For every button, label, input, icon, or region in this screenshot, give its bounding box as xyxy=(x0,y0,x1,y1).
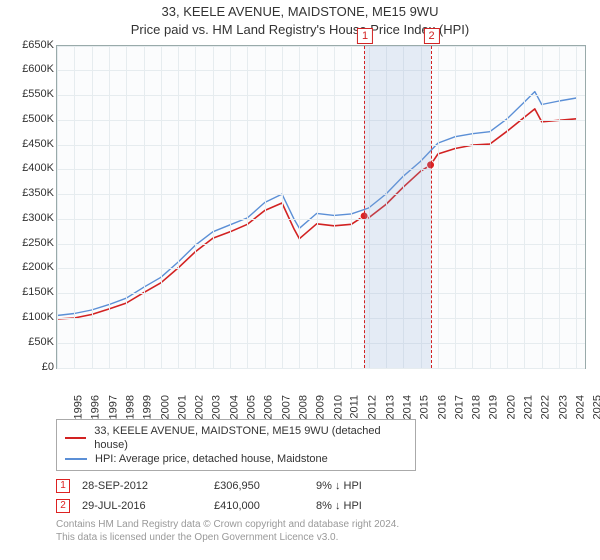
legend-label: HPI: Average price, detached house, Maid… xyxy=(95,452,328,466)
plot-area: 12 xyxy=(56,45,586,369)
x-tick-label: 2003 xyxy=(211,395,223,419)
y-tick-label: £550K xyxy=(22,88,54,100)
y-tick-label: £500K xyxy=(22,113,54,125)
legend-item: HPI: Average price, detached house, Maid… xyxy=(65,452,407,466)
x-tick-label: 2021 xyxy=(523,395,535,419)
x-tick-label: 2007 xyxy=(280,395,292,419)
transaction-price: £410,000 xyxy=(214,497,304,515)
y-tick-label: £0 xyxy=(42,361,54,373)
transaction-row: 2 29-JUL-2016 £410,000 8% ↓ HPI xyxy=(56,497,588,515)
x-tick-label: 2015 xyxy=(419,395,431,419)
legend: 33, KEELE AVENUE, MAIDSTONE, ME15 9WU (d… xyxy=(56,419,416,472)
x-tick-label: 2014 xyxy=(401,395,413,419)
x-tick-label: 2016 xyxy=(436,395,448,419)
x-tick-label: 2025 xyxy=(592,395,600,419)
x-tick-label: 2000 xyxy=(159,395,171,419)
x-tick-label: 2018 xyxy=(471,395,483,419)
y-tick-label: £50K xyxy=(28,336,54,348)
x-tick-label: 2013 xyxy=(384,395,396,419)
series-marker xyxy=(427,160,435,168)
legend-swatch xyxy=(65,458,87,460)
x-tick-label: 2024 xyxy=(575,395,587,419)
x-tick-label: 2008 xyxy=(298,395,310,419)
x-tick-label: 1996 xyxy=(90,395,102,419)
x-tick-label: 2005 xyxy=(246,395,258,419)
x-tick-label: 2011 xyxy=(349,395,361,419)
footnote-line-2: This data is licensed under the Open Gov… xyxy=(56,532,588,545)
x-tick-label: 2023 xyxy=(557,395,569,419)
y-tick-label: £400K xyxy=(22,162,54,174)
transaction-table: 1 28-SEP-2012 £306,950 9% ↓ HPI 2 29-JUL-2016… xyxy=(56,477,588,515)
x-tick-label: 2022 xyxy=(540,395,552,419)
y-tick-label: £100K xyxy=(22,311,54,323)
x-tick-label: 2002 xyxy=(194,395,206,419)
y-tick-label: £300K xyxy=(22,212,54,224)
x-tick-label: 2009 xyxy=(315,395,327,419)
x-tick-label: 2001 xyxy=(176,395,188,419)
page-subtitle: Price paid vs. HM Land Registry's House … xyxy=(12,22,588,38)
transaction-date: 28-SEP-2012 xyxy=(82,477,202,495)
price-chart: £0 £50K £100K £150K £200K £250K £300K £350K £400… xyxy=(12,45,588,415)
transaction-date: 29-JUL-2016 xyxy=(82,497,202,515)
x-tick-label: 2019 xyxy=(488,395,500,419)
chart-lines xyxy=(57,46,585,368)
y-tick-label: £450K xyxy=(22,138,54,150)
x-tick-label: 2017 xyxy=(453,395,465,419)
x-tick-label: 2010 xyxy=(332,395,344,419)
x-tick-label: 2006 xyxy=(263,395,275,419)
legend-item: 33, KEELE AVENUE, MAIDSTONE, ME15 9WU (d… xyxy=(65,424,407,453)
transaction-price: £306,950 xyxy=(214,477,304,495)
legend-swatch xyxy=(65,437,86,439)
x-tick-label: 2020 xyxy=(505,395,517,419)
transaction-row: 1 28-SEP-2012 £306,950 9% ↓ HPI xyxy=(56,477,588,495)
transaction-diff: 8% ↓ HPI xyxy=(316,497,362,515)
y-tick-label: £350K xyxy=(22,187,54,199)
x-tick-label: 2012 xyxy=(367,395,379,419)
x-tick-label: 1999 xyxy=(142,395,154,419)
y-tick-label: £200K xyxy=(22,261,54,273)
x-axis-labels: 1995199619971998199920002001200220032004… xyxy=(56,369,586,415)
x-tick-label: 1997 xyxy=(107,395,119,419)
x-tick-label: 2004 xyxy=(228,395,240,419)
footnote: Contains HM Land Registry data © Crown c… xyxy=(56,519,588,544)
y-axis-labels: £0£50K£100K£150K£200K£250K£300K£350K£400… xyxy=(12,45,56,369)
x-tick-label: 1995 xyxy=(72,395,84,419)
y-tick-label: £150K xyxy=(22,286,54,298)
transaction-marker: 1 xyxy=(56,479,70,493)
y-tick-label: £600K xyxy=(22,63,54,75)
x-tick-label: 1998 xyxy=(124,395,136,419)
y-tick-label: £250K xyxy=(22,237,54,249)
page-title: 33, KEELE AVENUE, MAIDSTONE, ME15 9WU xyxy=(12,4,588,20)
transaction-marker: 2 xyxy=(56,499,70,513)
y-tick-label: £650K xyxy=(22,39,54,51)
footnote-line-1: Contains HM Land Registry data © Crown c… xyxy=(56,519,588,532)
legend-label: 33, KEELE AVENUE, MAIDSTONE, ME15 9WU (d… xyxy=(94,424,407,453)
transaction-diff: 9% ↓ HPI xyxy=(316,477,362,495)
